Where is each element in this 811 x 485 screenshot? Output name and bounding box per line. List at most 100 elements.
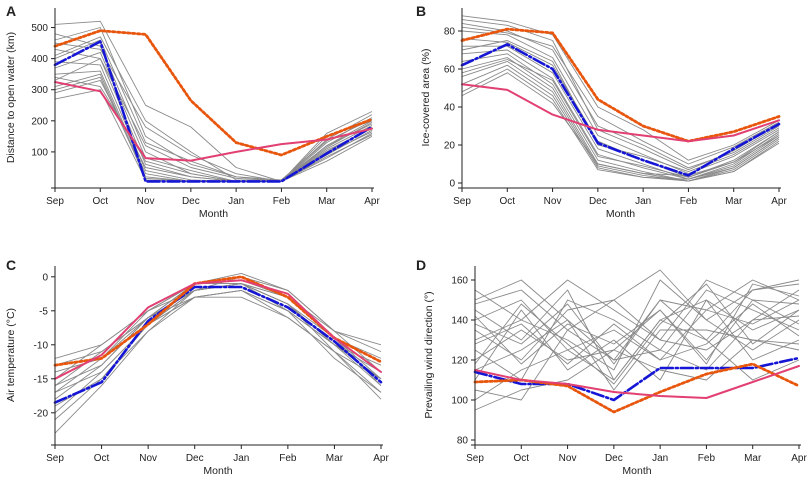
background-series-line [54, 42, 373, 182]
x-tick-label: Nov [137, 196, 155, 207]
y-tick-label: 120 [451, 356, 468, 367]
y-tick-label: -10 [34, 340, 49, 351]
y-tick-label: 200 [31, 116, 48, 127]
series-line-blue [473, 356, 801, 402]
y-axis-title: Prevailing wind direction (°) [423, 291, 435, 418]
background-series-line [474, 279, 800, 361]
background-series-line [461, 53, 780, 182]
x-axis-title: Month [606, 208, 635, 220]
y-tick-label: 0 [449, 179, 455, 190]
y-axis-title: Ice-covered area (%) [420, 48, 432, 146]
y-tick-label: 400 [31, 54, 48, 65]
x-tick-label: Sep [46, 453, 64, 464]
background-series-line [54, 51, 373, 182]
background-series-line [474, 299, 800, 365]
background-series-line [461, 30, 780, 174]
series-line-blue [53, 40, 374, 183]
y-tick-label: 0 [42, 272, 48, 283]
y-tick-label: -5 [39, 306, 48, 317]
x-tick-label: Jan [652, 453, 668, 464]
background-series-line [461, 19, 780, 171]
background-series-line [461, 68, 780, 180]
y-tick-label: 300 [31, 85, 48, 96]
x-tick-label: Jan [635, 196, 651, 207]
background-series-line [54, 283, 382, 400]
x-axis-title: Month [622, 465, 651, 477]
background-series-line [461, 22, 780, 169]
background-series-line [54, 296, 382, 420]
x-tick-label: Apr [364, 196, 380, 207]
series-line-pink [54, 81, 373, 162]
series-line-pink [461, 83, 780, 143]
x-tick-label: Mar [744, 453, 762, 464]
background-series-line [474, 283, 800, 365]
x-tick-label: Oct [500, 196, 516, 207]
x-tick-label: Dec [589, 196, 607, 207]
x-tick-label: Sep [453, 196, 471, 207]
background-series-line [54, 272, 382, 359]
background-series-line [474, 289, 800, 361]
series-line-pink [474, 365, 800, 399]
background-series-line [461, 15, 780, 161]
y-tick-label: 140 [451, 316, 468, 327]
x-tick-label: Apr [373, 453, 389, 464]
x-tick-label: Nov [139, 453, 157, 464]
x-tick-label: Dec [605, 453, 623, 464]
series-line-pink [54, 279, 382, 380]
background-series-line [474, 303, 800, 365]
x-tick-label: Feb [273, 196, 291, 207]
x-tick-label: Nov [544, 196, 562, 207]
series-line-blue [460, 42, 781, 177]
background-series-line [474, 339, 800, 411]
background-series-line [474, 269, 800, 331]
panel-label: B [416, 3, 426, 19]
background-series-line [54, 39, 373, 181]
y-tick-label: -20 [34, 408, 49, 419]
x-tick-label: Sep [46, 196, 64, 207]
panel-a: A Sep Oct Nov Dec Jan Feb Mar Apr 100 200 300 400 500… [5, 3, 380, 220]
x-tick-label: Apr [771, 196, 787, 207]
y-tick-label: 80 [444, 27, 456, 38]
x-tick-label: Feb [680, 196, 698, 207]
y-tick-label: 80 [457, 436, 469, 447]
x-tick-label: Oct [514, 453, 530, 464]
background-series-line [54, 283, 382, 434]
background-series-line [474, 299, 800, 361]
x-tick-label: Dec [186, 453, 204, 464]
background-series-line [474, 319, 800, 401]
background-series-line [462, 45, 780, 180]
x-tick-label: Jan [228, 196, 244, 207]
panel-label: A [6, 3, 16, 19]
background-series-line [54, 20, 373, 182]
y-tick-label: 100 [31, 147, 48, 158]
panel-b: B Sep Oct Nov Dec Jan Feb Mar Apr 0 20 40 60 80 Month I… [416, 3, 787, 220]
background-series-line [54, 36, 373, 182]
background-series-line [54, 27, 373, 182]
background-series-line [461, 49, 780, 180]
y-tick-label: 100 [451, 396, 468, 407]
background-series-line [461, 59, 780, 178]
y-tick-label: 60 [444, 65, 456, 76]
series-line-orange [473, 362, 801, 414]
background-series-line [54, 58, 373, 182]
background-series-line [461, 26, 780, 165]
y-tick-label: 500 [31, 23, 48, 34]
background-series-line [54, 289, 382, 393]
panel-d: D Sep Oct Nov Dec Jan Feb Mar Apr 80 100 120 140 160 M… [416, 257, 807, 477]
x-tick-label: Sep [466, 453, 484, 464]
y-axis-title: Distance to open water (km) [5, 32, 17, 163]
background-series-line [461, 72, 780, 176]
y-tick-label: 20 [444, 141, 456, 152]
x-tick-label: Nov [559, 453, 577, 464]
x-tick-label: Dec [182, 196, 200, 207]
y-axis-title: Air temperature (°C) [5, 308, 17, 402]
x-axis-title: Month [199, 208, 228, 220]
x-tick-label: Mar [318, 196, 336, 207]
background-series-line [474, 283, 800, 385]
x-tick-label: Feb [698, 453, 716, 464]
x-axis-title: Month [203, 465, 232, 477]
background-series-line [461, 64, 780, 182]
background-series-line [54, 283, 382, 407]
x-tick-label: Oct [93, 196, 109, 207]
